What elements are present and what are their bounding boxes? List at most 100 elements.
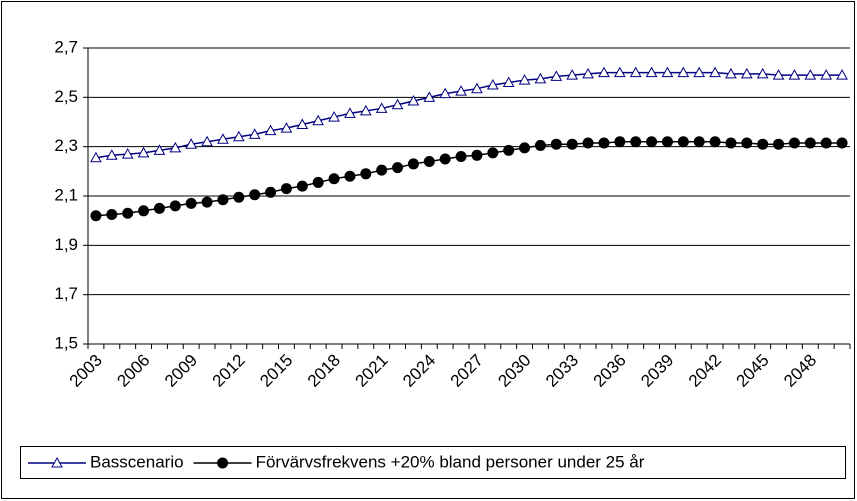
point — [566, 69, 579, 80]
point — [248, 128, 261, 139]
point — [598, 66, 610, 78]
y-tick-label: 1,7 — [54, 284, 78, 303]
point — [344, 170, 356, 182]
point — [328, 173, 340, 185]
point — [280, 122, 293, 133]
point — [550, 70, 563, 81]
point — [836, 69, 848, 80]
point — [613, 66, 626, 78]
point — [502, 76, 515, 88]
point — [121, 148, 134, 159]
point — [455, 151, 467, 163]
point — [265, 186, 277, 198]
point — [392, 162, 404, 174]
y-tick-label: 2,3 — [54, 136, 78, 155]
point — [534, 72, 547, 84]
point — [169, 200, 181, 212]
legend-label: Förvärvsfrekvens +20% bland personer und… — [256, 452, 645, 471]
point — [519, 142, 531, 154]
point — [106, 209, 118, 220]
point — [486, 78, 499, 90]
point — [233, 191, 245, 203]
point — [423, 155, 435, 167]
point — [249, 189, 261, 201]
point — [312, 114, 325, 126]
point — [677, 136, 689, 148]
point — [518, 74, 531, 85]
point — [471, 149, 483, 161]
point — [836, 137, 848, 149]
point — [773, 138, 785, 150]
point — [312, 176, 324, 188]
point — [804, 137, 816, 149]
point — [646, 136, 658, 148]
point — [201, 196, 213, 208]
point — [439, 153, 451, 165]
point — [105, 149, 118, 160]
y-tick-label: 2,7 — [54, 37, 78, 56]
point — [630, 136, 642, 148]
y-tick-label: 2,5 — [54, 87, 78, 106]
point — [217, 194, 229, 206]
point — [217, 133, 229, 144]
legend-marker — [217, 457, 229, 469]
y-tick-label: 2,1 — [54, 185, 78, 204]
legend-label: Basscenario — [90, 452, 184, 471]
point — [439, 87, 452, 99]
point — [820, 137, 832, 149]
point — [503, 144, 515, 156]
point — [740, 67, 753, 79]
point — [359, 104, 372, 116]
point — [407, 158, 419, 170]
point — [138, 205, 150, 217]
point — [122, 207, 134, 219]
point — [534, 139, 546, 151]
point — [772, 69, 785, 80]
point — [820, 69, 833, 80]
point — [232, 130, 245, 142]
point — [201, 135, 213, 147]
point — [693, 66, 706, 78]
point — [804, 69, 817, 80]
point — [280, 183, 292, 195]
point — [661, 136, 673, 148]
point — [788, 69, 801, 80]
point — [487, 147, 499, 159]
point — [677, 66, 690, 78]
point — [756, 67, 769, 79]
point — [375, 102, 388, 113]
point — [137, 146, 150, 158]
point — [376, 164, 388, 176]
point — [264, 124, 277, 136]
point — [296, 118, 309, 129]
point — [725, 137, 737, 149]
point — [296, 180, 308, 192]
point — [344, 107, 356, 118]
legend-marker — [51, 456, 63, 468]
point — [788, 137, 800, 149]
point — [185, 138, 198, 149]
point — [153, 202, 165, 214]
point — [582, 137, 594, 149]
point — [645, 66, 658, 78]
point — [725, 67, 737, 79]
y-tick-label: 1,5 — [54, 333, 78, 352]
point — [455, 85, 467, 96]
point — [328, 111, 340, 122]
point — [566, 138, 578, 150]
point — [423, 91, 436, 102]
point — [90, 210, 102, 222]
point — [153, 144, 166, 155]
legend-box — [20, 446, 846, 479]
y-tick-label: 1,9 — [54, 235, 78, 254]
point — [757, 138, 769, 150]
point — [614, 136, 626, 148]
point — [709, 136, 721, 148]
point — [598, 137, 610, 149]
point — [661, 66, 674, 78]
point — [582, 67, 594, 79]
point — [169, 141, 182, 153]
